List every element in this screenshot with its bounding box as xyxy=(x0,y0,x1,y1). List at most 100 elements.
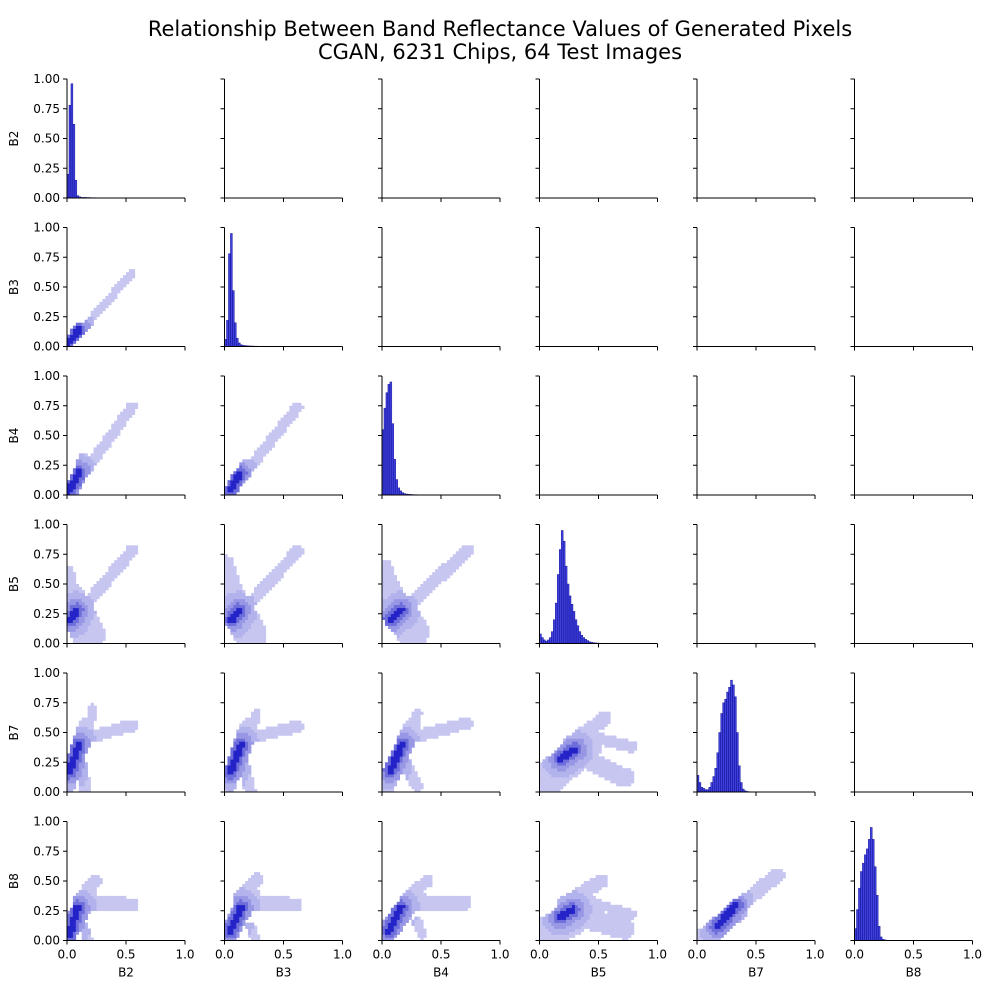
density-cell xyxy=(744,901,748,906)
density-cell xyxy=(233,628,237,632)
density-cell xyxy=(256,937,261,941)
density-cell xyxy=(295,408,299,412)
density-cell xyxy=(577,750,582,754)
density-cell xyxy=(390,625,395,629)
density-cell xyxy=(580,732,585,736)
density-cell xyxy=(251,625,255,629)
density-cell xyxy=(242,462,246,466)
density-cell xyxy=(114,284,118,288)
density-cell xyxy=(72,592,77,597)
density-cell xyxy=(236,586,240,591)
density-cell xyxy=(84,786,88,790)
density-cell xyxy=(239,904,243,909)
density-cell xyxy=(72,759,77,763)
density-cell xyxy=(452,723,457,727)
density-cell xyxy=(458,904,462,909)
density-cell xyxy=(72,586,77,591)
density-cell xyxy=(551,910,555,915)
density-cell xyxy=(455,554,459,558)
density-cell xyxy=(102,729,106,733)
density-cell xyxy=(610,910,614,915)
density-cell xyxy=(551,919,555,923)
density-cell xyxy=(601,907,605,912)
density-cell xyxy=(625,738,629,742)
density-cell xyxy=(262,895,267,900)
density-cell xyxy=(93,738,97,742)
density-cell xyxy=(239,604,243,609)
density-cell xyxy=(551,922,555,926)
density-cell xyxy=(72,898,77,903)
density-cell xyxy=(280,729,284,733)
density-cell xyxy=(554,931,558,935)
density-cell xyxy=(256,901,261,906)
density-cell xyxy=(545,756,549,760)
density-cell xyxy=(102,732,106,736)
density-cell xyxy=(67,598,71,603)
density-cell xyxy=(399,916,403,920)
density-cell xyxy=(628,913,632,917)
density-cell xyxy=(84,465,88,469)
density-cell xyxy=(417,732,421,736)
density-cell xyxy=(569,910,573,915)
density-cell xyxy=(405,610,409,615)
density-cell xyxy=(81,904,85,909)
density-cell xyxy=(393,628,398,632)
density-cell xyxy=(408,774,412,778)
density-cell xyxy=(248,607,252,612)
density-cell xyxy=(69,601,74,606)
density-cell xyxy=(402,901,406,906)
density-cell xyxy=(236,774,240,778)
density-cell xyxy=(84,937,88,941)
density-cell xyxy=(539,786,543,790)
density-cell xyxy=(245,726,249,730)
density-cell xyxy=(67,928,71,932)
density-cell xyxy=(387,604,392,609)
density-cell xyxy=(776,875,780,879)
density-cell xyxy=(595,720,599,724)
density-cell xyxy=(117,432,121,436)
density-cell xyxy=(72,910,77,915)
hist-bar xyxy=(236,337,239,347)
density-cell xyxy=(393,919,398,923)
density-cell xyxy=(254,878,258,882)
density-cell xyxy=(411,622,415,626)
density-cell xyxy=(245,637,249,641)
density-cell xyxy=(239,747,243,751)
density-cell xyxy=(595,878,599,882)
density-cell xyxy=(72,777,77,781)
density-cell xyxy=(411,640,415,644)
density-cell xyxy=(84,910,88,915)
density-cell xyxy=(613,774,617,778)
density-cell xyxy=(67,480,71,484)
density-cell xyxy=(265,895,270,900)
density-cell xyxy=(764,886,769,891)
density-cell xyxy=(262,592,267,597)
hist-bar xyxy=(560,530,564,644)
density-cell xyxy=(292,402,296,407)
density-cell xyxy=(417,886,421,891)
density-cell xyxy=(542,762,546,766)
density-cell xyxy=(239,901,243,906)
density-cell xyxy=(616,907,620,912)
density-cell xyxy=(551,765,555,769)
density-cell xyxy=(87,881,91,885)
density-cell xyxy=(239,922,243,926)
density-cell xyxy=(292,729,296,733)
density-cell xyxy=(81,625,85,629)
density-cell xyxy=(230,747,234,751)
density-cell xyxy=(245,720,249,724)
density-cell xyxy=(227,560,231,564)
density-cell xyxy=(126,408,130,412)
density-cell xyxy=(411,637,415,641)
density-cell xyxy=(402,913,406,917)
x-axis-label-B8: B8 xyxy=(906,966,922,980)
density-cell xyxy=(452,563,457,567)
density-cell xyxy=(714,928,718,932)
density-cell xyxy=(452,720,457,724)
density-cell xyxy=(227,613,231,618)
density-cell xyxy=(628,780,632,784)
density-cell xyxy=(452,566,457,570)
density-cell xyxy=(286,898,290,903)
density-cell xyxy=(554,907,558,912)
density-cell xyxy=(67,783,71,787)
